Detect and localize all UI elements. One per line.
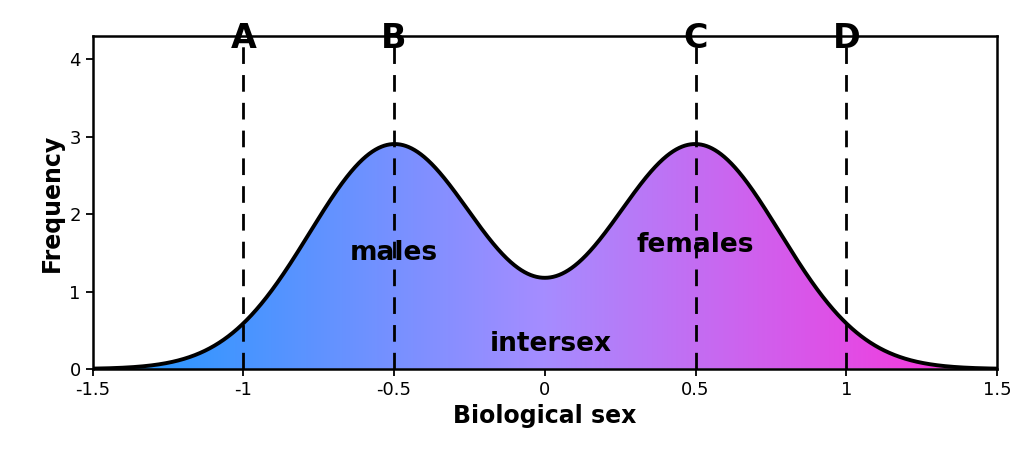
Text: B: B (381, 22, 407, 55)
Text: males: males (350, 240, 438, 266)
X-axis label: Biological sex: Biological sex (453, 405, 636, 428)
Text: females: females (637, 232, 755, 258)
Text: C: C (684, 22, 708, 55)
Text: intersex: intersex (490, 331, 612, 357)
Text: A: A (230, 22, 256, 55)
Text: D: D (833, 22, 860, 55)
Y-axis label: Frequency: Frequency (40, 133, 64, 272)
